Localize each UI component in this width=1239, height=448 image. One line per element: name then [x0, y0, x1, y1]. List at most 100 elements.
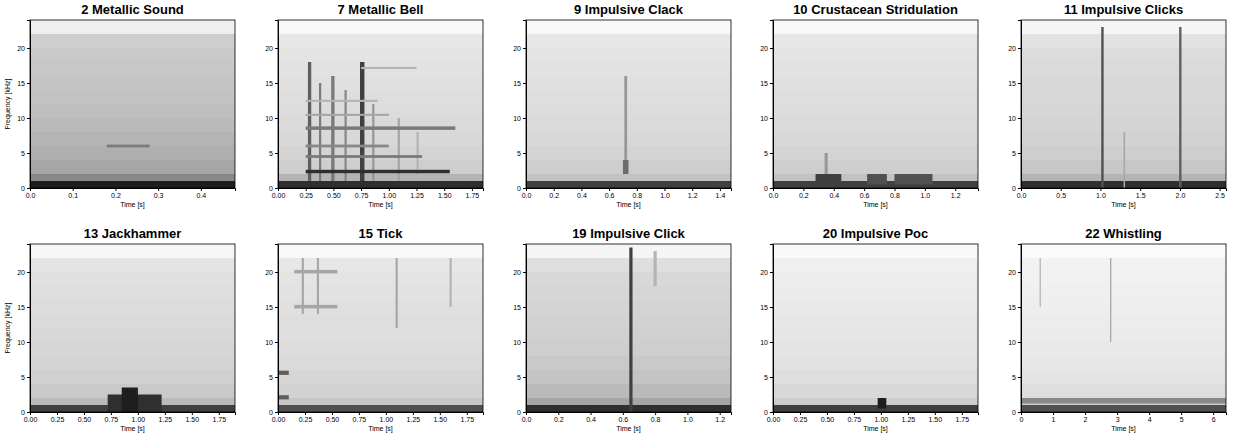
y-tick-mark: [770, 188, 773, 189]
x-tick-mark: [1220, 188, 1221, 191]
plot-area: [278, 244, 483, 412]
x-tick-mark: [1053, 412, 1054, 415]
x-tick-label: 1.0: [683, 416, 693, 423]
y-tick: 15: [513, 304, 526, 311]
x-tick-mark: [111, 412, 112, 415]
x-axis-line: [774, 413, 979, 416]
y-tick-label: 5: [21, 374, 25, 381]
x-tick: 0.8: [632, 188, 642, 199]
x-tick-mark: [1149, 412, 1150, 415]
plot-area: [526, 20, 731, 188]
x-tick: 0.4: [577, 188, 587, 199]
y-tick-mark: [770, 153, 773, 154]
x-axis-line: [774, 189, 979, 192]
x-tick-mark: [1100, 188, 1101, 191]
band-cell: [30, 174, 235, 181]
x-tick-mark: [558, 412, 559, 415]
band-cell: [30, 181, 235, 188]
band-cell: [1021, 398, 1226, 405]
band-cell: [1021, 314, 1226, 328]
plot-area: [30, 20, 235, 188]
band-cell: [30, 20, 235, 34]
x-tick-mark: [803, 188, 804, 191]
y-tick-mark: [523, 377, 526, 378]
y-tick-label: 15: [513, 304, 521, 311]
band-cell: [526, 370, 731, 384]
x-tick: 0.2: [799, 188, 809, 199]
band-cell: [773, 244, 978, 258]
y-tick-label: 15: [17, 304, 25, 311]
panel-title: 10 Crustacean Stridulation: [793, 2, 958, 17]
y-tick: 0: [517, 409, 526, 416]
y-tick-label: 15: [760, 304, 768, 311]
y-tick-label: 0: [517, 185, 521, 192]
x-tick-mark: [687, 412, 688, 415]
y-tick-mark: [770, 118, 773, 119]
x-tick-label: 0.6: [618, 416, 628, 423]
x-tick: 0.0: [1017, 188, 1027, 199]
x-tick: 0.1: [68, 188, 78, 199]
x-tick-label: 0.4: [196, 192, 206, 199]
x-tick-label: 0.50: [78, 416, 92, 423]
y-tick-label: 5: [269, 374, 273, 381]
y-tick-label: 10: [17, 115, 25, 122]
y-tick: 5: [269, 150, 278, 157]
event-cell: [308, 62, 311, 181]
band-cell: [30, 272, 235, 286]
panel-title: 13 Jackhammer: [84, 226, 182, 241]
x-tick-label: 0.0: [26, 192, 36, 199]
event-cell: [396, 258, 398, 328]
x-tick-label: 0.50: [821, 416, 835, 423]
x-tick: 1.50: [186, 412, 200, 423]
event-cell: [1101, 27, 1103, 188]
panel: 01234560510152022 WhistlingTime [s]: [1008, 226, 1226, 433]
band-cell: [773, 314, 978, 328]
y-tick-mark: [523, 307, 526, 308]
x-tick-mark: [881, 412, 882, 415]
y-tick-label: 20: [1008, 269, 1016, 276]
frame: [526, 244, 731, 412]
x-axis-title: Time [s]: [120, 201, 145, 209]
y-tick-mark: [27, 377, 30, 378]
x-tick-label: 0.2: [549, 192, 559, 199]
band-cell: [278, 34, 483, 48]
y-tick-label: 5: [1012, 374, 1016, 381]
frame: [773, 244, 978, 412]
x-tick-mark: [908, 412, 909, 415]
y-axis-line: [1018, 245, 1022, 413]
x-tick-label: 1.50: [929, 416, 943, 423]
band-cell: [278, 328, 483, 342]
y-tick-label: 20: [265, 269, 273, 276]
x-tick-label: 0.50: [326, 416, 340, 423]
y-tick-mark: [523, 48, 526, 49]
band-cell: [526, 48, 731, 62]
band-cell: [30, 132, 235, 146]
x-tick: 0.50: [821, 412, 835, 423]
band-cell: [773, 160, 978, 174]
x-tick: 1.25: [407, 412, 421, 423]
y-tick: 5: [517, 150, 526, 157]
y-tick: 10: [17, 115, 30, 122]
band-cell: [1021, 244, 1226, 258]
band-cell: [526, 160, 731, 174]
y-tick-mark: [770, 377, 773, 378]
x-tick: 0.2: [554, 412, 564, 423]
y-tick: 0: [21, 409, 30, 416]
band-cell: [30, 342, 235, 356]
band-cell: [526, 286, 731, 300]
x-tick-label: 1.4: [716, 192, 726, 199]
band-cell: [30, 370, 235, 384]
band-cell: [1021, 328, 1226, 342]
x-tick-mark: [361, 188, 362, 191]
x-tick-mark: [201, 188, 202, 191]
y-tick-label: 5: [764, 150, 768, 157]
y-tick: 15: [760, 304, 773, 311]
band-cell: [773, 398, 978, 405]
y-tick-label: 5: [1012, 150, 1016, 157]
y-tick-mark: [1018, 83, 1021, 84]
y-tick-mark: [275, 153, 278, 154]
x-tick: 2.5: [1215, 188, 1225, 199]
y-tick-mark: [1018, 272, 1021, 273]
x-tick-mark: [655, 412, 656, 415]
x-tick: 1.50: [438, 188, 452, 199]
